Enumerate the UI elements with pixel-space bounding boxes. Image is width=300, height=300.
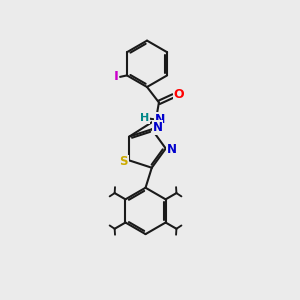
Text: S: S (120, 155, 128, 168)
Text: H: H (140, 113, 149, 124)
Text: N: N (153, 121, 163, 134)
Text: N: N (155, 112, 165, 126)
Text: O: O (174, 88, 184, 100)
Text: N: N (167, 142, 177, 156)
Text: I: I (113, 70, 119, 83)
